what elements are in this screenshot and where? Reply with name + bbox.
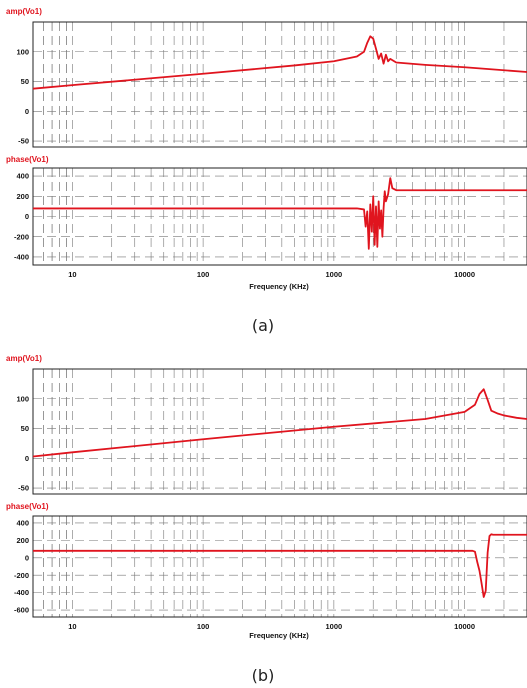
plot-frame (32, 167, 527, 266)
x-tick-label: 10 (68, 622, 76, 631)
panel-a-x-axis-label: Frequency (KHz) (249, 282, 309, 291)
x-tick-label: 100 (197, 622, 210, 631)
y-tick-label: 0 (25, 107, 29, 116)
x-tick-label: 10000 (454, 622, 475, 631)
panel-a-phase-title: phase(Vo1) (6, 155, 49, 164)
plot-frame (32, 368, 527, 495)
y-tick-label: 200 (16, 192, 29, 201)
y-tick-label: -50 (18, 484, 29, 493)
y-tick-label: -400 (14, 588, 29, 597)
y-tick-label: 0 (25, 212, 29, 221)
x-tick-label: 100 (197, 270, 210, 279)
vertical-grid (43, 22, 505, 147)
y-tick-label: 0 (25, 553, 29, 562)
y-tick-label: 50 (21, 77, 29, 86)
x-axis: 10 100 1000 10000 (68, 270, 475, 279)
series-line (32, 35, 527, 90)
panel-b-amp-title: amp(Vo1) (6, 354, 42, 363)
series-line (33, 533, 527, 598)
panel-a-amp-title: amp(Vo1) (6, 7, 42, 16)
panel-a-phase-chart: -400 -200 0 200 400 10 100 1000 10000 (14, 167, 527, 279)
y-axis: -600 -400 -200 0 200 400 (14, 519, 527, 615)
panel-b-x-axis-label: Frequency (KHz) (249, 631, 309, 640)
y-tick-label: 200 (16, 536, 29, 545)
vertical-grid (43, 516, 505, 617)
x-axis: 10 100 1000 10000 (68, 622, 475, 631)
vertical-grid (43, 369, 505, 494)
y-tick-label: -200 (14, 232, 29, 241)
y-tick-label: -200 (14, 571, 29, 580)
series-line (32, 388, 527, 458)
y-tick-label: -50 (18, 137, 29, 146)
panel-b-phase-chart: -600 -400 -200 0 200 400 10 100 1000 10000 (14, 515, 527, 631)
x-tick-label: 10 (68, 270, 76, 279)
y-axis: -50 0 50 100 (16, 394, 527, 493)
y-tick-label: 100 (16, 394, 29, 403)
panel-b-phase-title: phase(Vo1) (6, 502, 49, 511)
y-tick-label: -400 (14, 253, 29, 262)
panel-a-amp-chart: -50 0 50 100 (16, 21, 527, 148)
series-line (33, 177, 527, 250)
y-tick-label: 400 (16, 519, 29, 528)
x-tick-label: 10000 (454, 270, 475, 279)
y-tick-label: 50 (21, 424, 29, 433)
y-axis: -400 -200 0 200 400 (14, 172, 527, 262)
y-axis: -50 0 50 100 (16, 47, 527, 146)
x-tick-label: 1000 (326, 270, 343, 279)
y-tick-label: -600 (14, 606, 29, 615)
caption-b: (b) (252, 666, 275, 685)
x-tick-label: 1000 (326, 622, 343, 631)
y-tick-label: 400 (16, 172, 29, 181)
y-tick-label: 0 (25, 454, 29, 463)
plot-frame (32, 515, 527, 618)
caption-a: (a) (252, 316, 274, 335)
panel-b-amp-chart: -50 0 50 100 (16, 368, 527, 495)
plot-frame (32, 21, 527, 148)
y-tick-label: 100 (16, 47, 29, 56)
